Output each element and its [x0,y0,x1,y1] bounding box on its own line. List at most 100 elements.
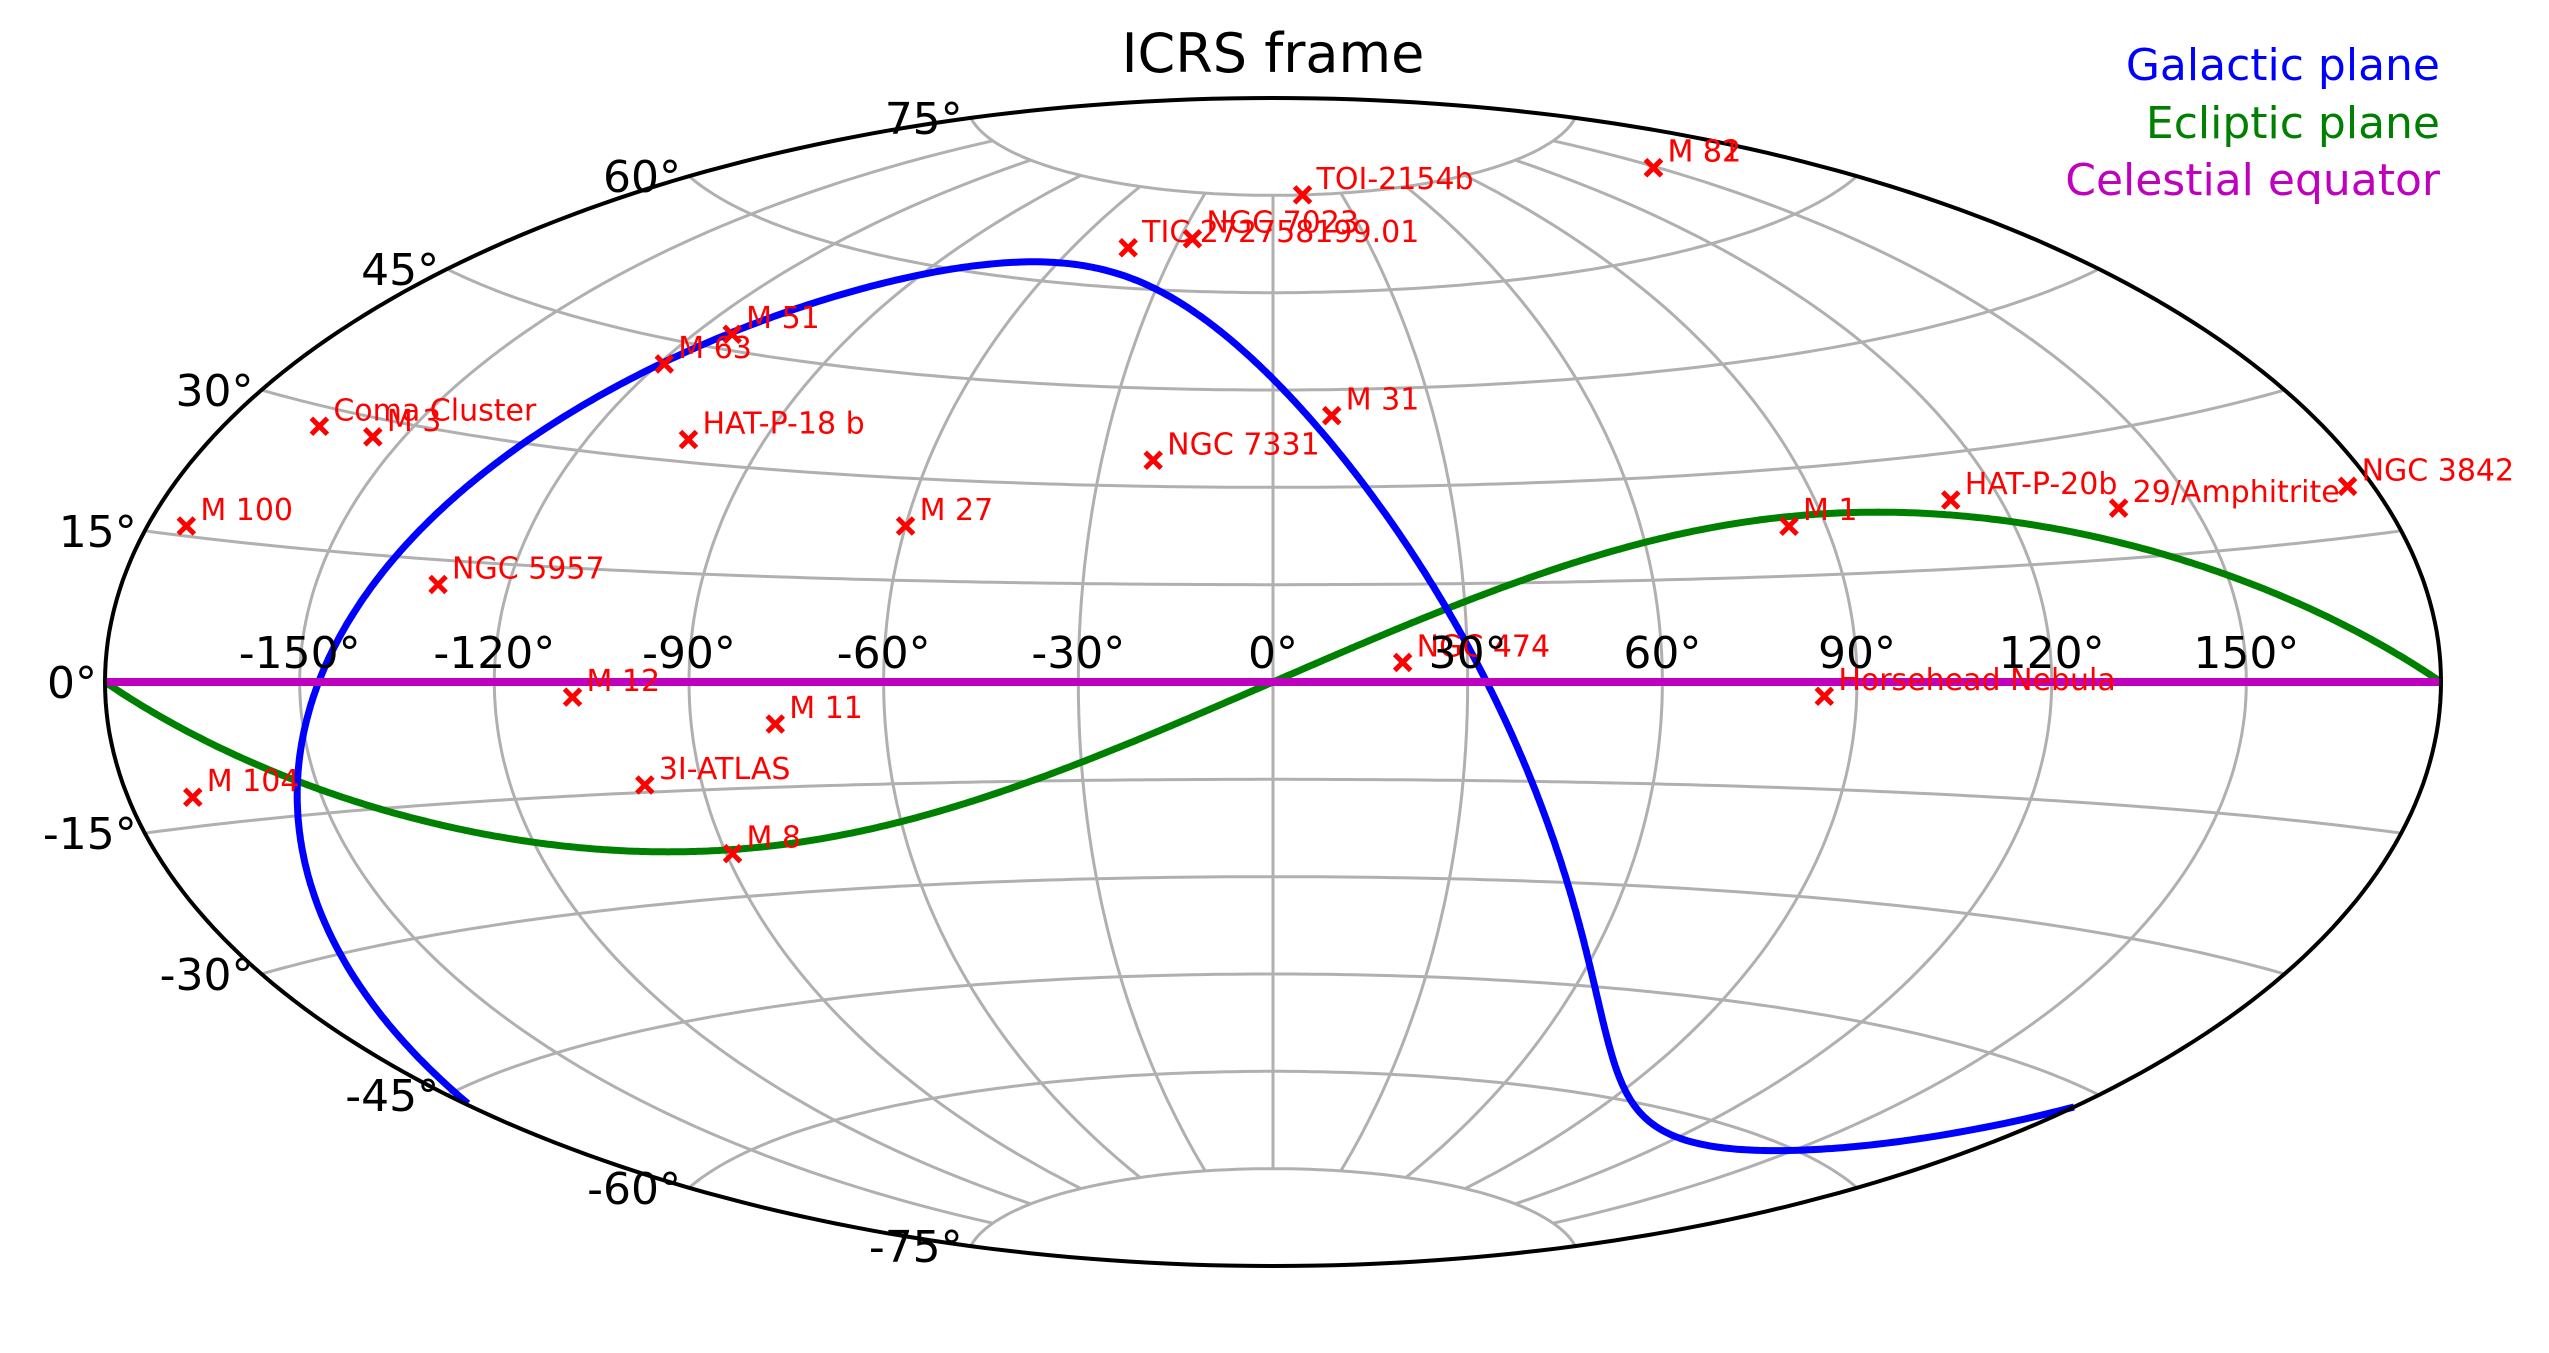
object-label: NGC 7331 [1167,427,1320,462]
x-marker-icon [765,714,786,734]
x-marker-icon [1392,652,1413,673]
axis-tick-labels: -150° -120° -90° -60° -30° 0° 30° 60° 90° 120° 150… [43,94,2299,1273]
galactic-plane-line [293,258,1636,1107]
object-label: M 12 [587,664,661,699]
x-marker-icon [1940,490,1961,510]
lon-tick-label: -90° [642,628,736,679]
legend-galactic-plane: Galactic plane [2126,40,2440,91]
object-point: Horsehead Nebula [1814,663,2116,707]
lat-tick-label: 0° [47,658,97,709]
object-point: M 100 [176,493,293,536]
x-marker-icon [1292,185,1313,205]
object-label: M 63 [678,331,752,366]
projection-boundary [102,95,2444,1269]
object-point: M 81 [1643,135,1741,178]
x-marker-icon [428,574,448,595]
x-marker-icon [1182,228,1203,249]
object-point: M 63 [654,331,752,374]
galactic-plane-line [1630,1101,2075,1155]
object-label: 29/Amphitrite [2133,475,2340,510]
lat-tick-label: 60° [603,152,681,203]
parallel-line [969,1167,1577,1247]
object-label: NGC 5957 [452,551,605,586]
lon-tick-label: -30° [1031,628,1125,679]
object-point: Coma Cluster [309,393,537,437]
legend-celestial-equator: Celestial equator [2065,155,2441,206]
object-label: M 104 [207,764,300,799]
chart-title: ICRS frame [1122,22,1425,85]
lat-tick-label: -15° [43,809,137,860]
x-marker-icon [722,843,743,864]
lat-tick-label: 15° [59,507,137,558]
lon-tick-label: 0° [1248,628,1298,679]
lon-tick-label: -150° [239,628,361,679]
object-label: M 51 [746,301,820,336]
object-point: 29/Amphitrite [2108,475,2340,518]
legend: Galactic plane Ecliptic plane Celestial … [2065,40,2441,206]
object-label: Coma Cluster [333,393,537,428]
lon-tick-label: 30° [1429,628,1507,679]
object-point: M 3 [363,404,442,447]
x-marker-icon [678,429,699,450]
object-label: M 82 [1667,135,1741,170]
object-point: M 104 [183,764,300,808]
x-marker-icon [363,427,383,447]
object-point: M 8 [722,821,802,864]
object-point: HAT-P-20b [1940,467,2118,510]
object-point: NGC 7023 [1182,206,1359,249]
x-marker-icon [654,354,675,374]
x-marker-icon [635,775,655,795]
ecliptic-plane-line [1271,508,2443,686]
x-marker-icon [1643,157,1664,178]
object-point: M 31 [1321,383,1420,426]
x-marker-icon [1814,686,1835,707]
object-point: HAT-P-18 b [678,406,865,450]
x-marker-icon [1143,450,1163,471]
x-marker-icon [562,687,583,707]
x-marker-icon [1779,516,1799,536]
lat-tick-label: -60° [587,1164,681,1215]
lat-tick-label: 45° [361,245,439,296]
object-label: M 3 [387,404,442,439]
lon-tick-label: -60° [837,628,931,679]
x-marker-icon [722,324,742,345]
object-point: M 27 [895,493,993,536]
object-label: Horsehead Nebula [1838,663,2115,698]
object-point: TOI-2154b [1292,162,1474,205]
object-label: HAT-P-18 b [702,406,864,441]
lat-tick-label: -75° [869,1222,963,1273]
object-label: M 8 [747,821,802,856]
lon-tick-label: -120° [433,628,555,679]
x-marker-icon [1321,405,1342,426]
lat-tick-label: -30° [160,950,254,1001]
lat-tick-label: -45° [345,1071,439,1122]
x-marker-icon [1118,237,1138,258]
x-marker-icon [183,787,203,808]
object-point: 3I-ATLAS [635,752,790,795]
object-label: M 11 [789,691,863,726]
object-label: M 100 [200,493,293,528]
x-marker-icon [176,516,197,536]
lon-tick-label: 150° [2193,628,2299,679]
object-label: NGC 474 [1417,629,1550,664]
lat-tick-label: 75° [885,94,963,145]
object-point: M 11 [765,691,863,734]
object-label: M 31 [1346,383,1420,418]
legend-ecliptic-plane: Ecliptic plane [2146,98,2440,149]
parallel-line [969,117,1577,197]
object-point: M 51 [722,301,820,345]
object-label: NGC 7023 [1206,206,1359,241]
object-label: NGC 3842 [2362,453,2515,488]
lon-tick-label: 60° [1623,628,1701,679]
object-label: M 81 [1667,135,1741,170]
object-point: NGC 7331 [1143,427,1320,471]
object-label: HAT-P-20b [1965,467,2118,502]
object-label: TOI-2154b [1316,162,1474,197]
lat-tick-label: 30° [175,366,253,417]
object-point: NGC 5957 [428,551,605,595]
x-marker-icon [2108,498,2129,518]
x-marker-icon [2337,476,2358,497]
x-marker-icon [309,416,330,437]
